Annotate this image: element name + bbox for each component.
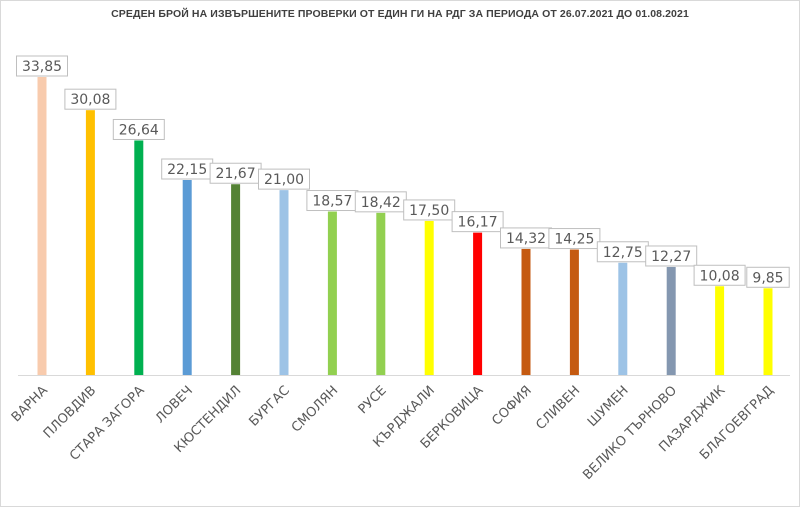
data-label-box-15 xyxy=(693,264,746,286)
data-label-box-9 xyxy=(403,199,456,221)
data-label-8: 18,42 xyxy=(361,195,401,211)
bar-10 xyxy=(473,232,483,375)
category-label-1: ВАРНА xyxy=(9,383,51,425)
data-label-6: 21,00 xyxy=(264,172,304,188)
data-label-box-1 xyxy=(16,55,68,77)
category-label-8: РУСЕ xyxy=(356,383,390,417)
category-label-6: БУРГАС xyxy=(246,383,292,429)
data-label-16: 9,85 xyxy=(752,270,783,286)
data-label-2: 30,08 xyxy=(70,92,110,108)
bar-15 xyxy=(715,286,725,375)
data-label-7: 18,57 xyxy=(312,194,352,210)
data-label-12: 14,25 xyxy=(554,232,594,248)
data-label-box-3 xyxy=(112,118,165,140)
data-label-11: 14,32 xyxy=(506,231,546,247)
bar-2 xyxy=(85,110,95,375)
data-label-box-6 xyxy=(258,168,310,190)
data-label-1: 33,85 xyxy=(22,59,62,75)
data-label-box-12 xyxy=(548,228,601,250)
category-label-13: ШУМЕН xyxy=(585,383,632,430)
bar-14 xyxy=(666,266,676,375)
bar-6 xyxy=(279,190,289,375)
bar-4 xyxy=(182,180,192,375)
data-label-5: 21,67 xyxy=(216,166,256,182)
bar-9 xyxy=(424,220,434,375)
data-label-4: 22,15 xyxy=(167,162,207,178)
category-label-11: СОФИЯ xyxy=(489,383,534,428)
bar-13 xyxy=(618,262,628,375)
category-label-4: ЛОВЕЧ xyxy=(153,383,196,426)
data-label-box-16 xyxy=(746,266,790,288)
data-label-10: 16,17 xyxy=(458,215,498,231)
bar-11 xyxy=(521,248,531,375)
data-label-box-14 xyxy=(645,245,698,267)
bar-5 xyxy=(231,184,241,375)
bar-7 xyxy=(327,211,337,375)
category-label-14: ВЕЛИКО ТЪРНОВО xyxy=(580,383,680,483)
bar-3 xyxy=(134,140,144,375)
data-label-box-2 xyxy=(64,88,117,110)
chart-title: СРЕДЕН БРОЙ НА ИЗВЪРШЕНИТЕ ПРОВЕРКИ ОТ Е… xyxy=(111,8,689,20)
category-label-7: СМОЛЯН xyxy=(289,383,341,435)
data-label-15: 10,08 xyxy=(700,268,740,284)
category-label-12: СЛИВЕН xyxy=(533,383,583,433)
bar-12 xyxy=(569,249,579,375)
data-label-box-10 xyxy=(451,211,504,233)
bar-16 xyxy=(763,288,773,375)
data-label-9: 17,50 xyxy=(409,203,449,219)
bar-1 xyxy=(37,77,47,375)
bar-8 xyxy=(376,212,386,375)
data-label-3: 26,64 xyxy=(119,122,159,138)
data-label-14: 12,27 xyxy=(651,249,691,265)
data-label-13: 12,75 xyxy=(603,245,643,261)
